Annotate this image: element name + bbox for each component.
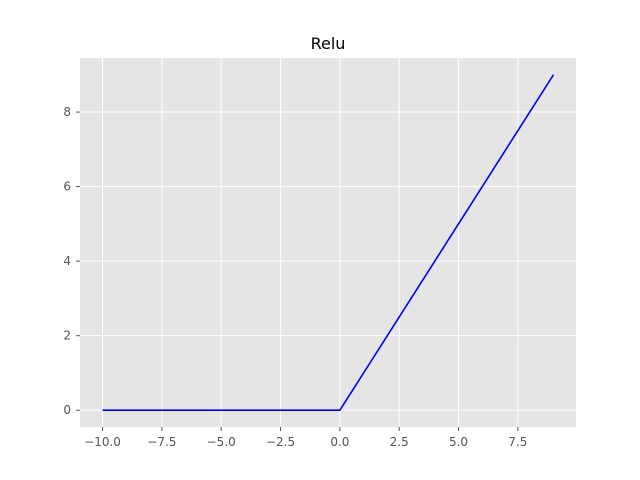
plot-area bbox=[80, 58, 576, 427]
x-tick-label: −5.0 bbox=[207, 435, 236, 449]
x-tick-label: −2.5 bbox=[266, 435, 295, 449]
y-tick-label: 0 bbox=[63, 403, 71, 417]
x-tick-label: 7.5 bbox=[508, 435, 527, 449]
grid-lines bbox=[80, 58, 576, 427]
y-tick-label: 8 bbox=[63, 105, 71, 119]
relu-series-line bbox=[102, 74, 555, 412]
x-tick-label: −10.0 bbox=[84, 435, 121, 449]
y-tick-label: 6 bbox=[63, 180, 71, 194]
series-layer bbox=[102, 74, 555, 412]
x-tick-label: −7.5 bbox=[147, 435, 176, 449]
y-axis-ticks: 0 2 4 6 8 bbox=[63, 105, 80, 417]
y-tick-label: 4 bbox=[63, 254, 71, 268]
x-tick-label: 0.0 bbox=[330, 435, 349, 449]
y-tick-label: 2 bbox=[63, 329, 71, 343]
x-tick-label: 5.0 bbox=[449, 435, 468, 449]
x-tick-label: 2.5 bbox=[390, 435, 409, 449]
chart-title: Relu bbox=[311, 34, 346, 53]
x-axis-ticks: −10.0 −7.5 −5.0 −2.5 0.0 2.5 5.0 7.5 bbox=[84, 427, 527, 449]
